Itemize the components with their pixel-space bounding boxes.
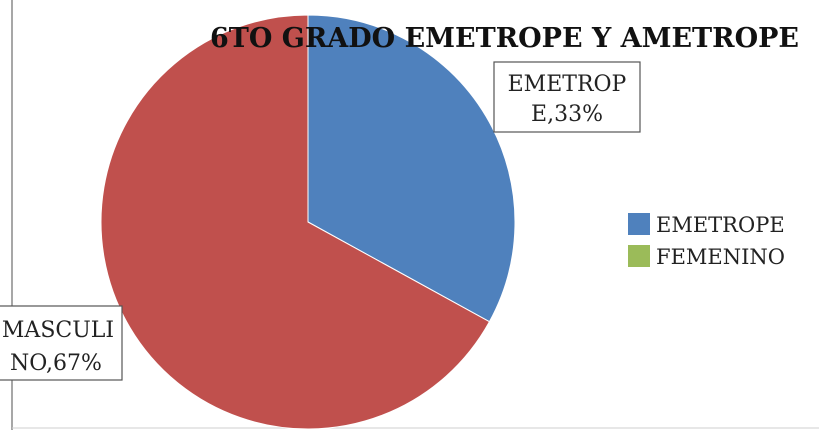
pie-slice-emetrope (307, 14, 516, 323)
data-label-masculino: MASCULI NO,67% (0, 305, 123, 381)
data-label-masculino-line2: NO,67% (10, 351, 102, 376)
pie-slices (100, 14, 516, 430)
data-label-emetrope-line2: E,33% (531, 102, 603, 127)
legend-label-femenino: FEMENINO (656, 245, 785, 269)
legend-item-emetrope: EMETROPE (628, 213, 785, 237)
legend-swatch-femenino (628, 245, 650, 267)
chart-title: 6TO GRADO EMETROPE Y AMETROPE (210, 23, 799, 54)
legend-swatch-emetrope (628, 213, 650, 235)
legend: EMETROPE FEMENINO (628, 213, 785, 269)
data-label-emetrope: EMETROP E,33% (493, 61, 641, 133)
legend-label-emetrope: EMETROPE (656, 213, 785, 237)
pie-slice-masculino (100, 14, 491, 430)
data-label-masculino-line1: MASCULI (2, 318, 114, 343)
data-label-emetrope-line1: EMETROP (508, 72, 627, 97)
legend-item-femenino: FEMENINO (628, 245, 785, 269)
